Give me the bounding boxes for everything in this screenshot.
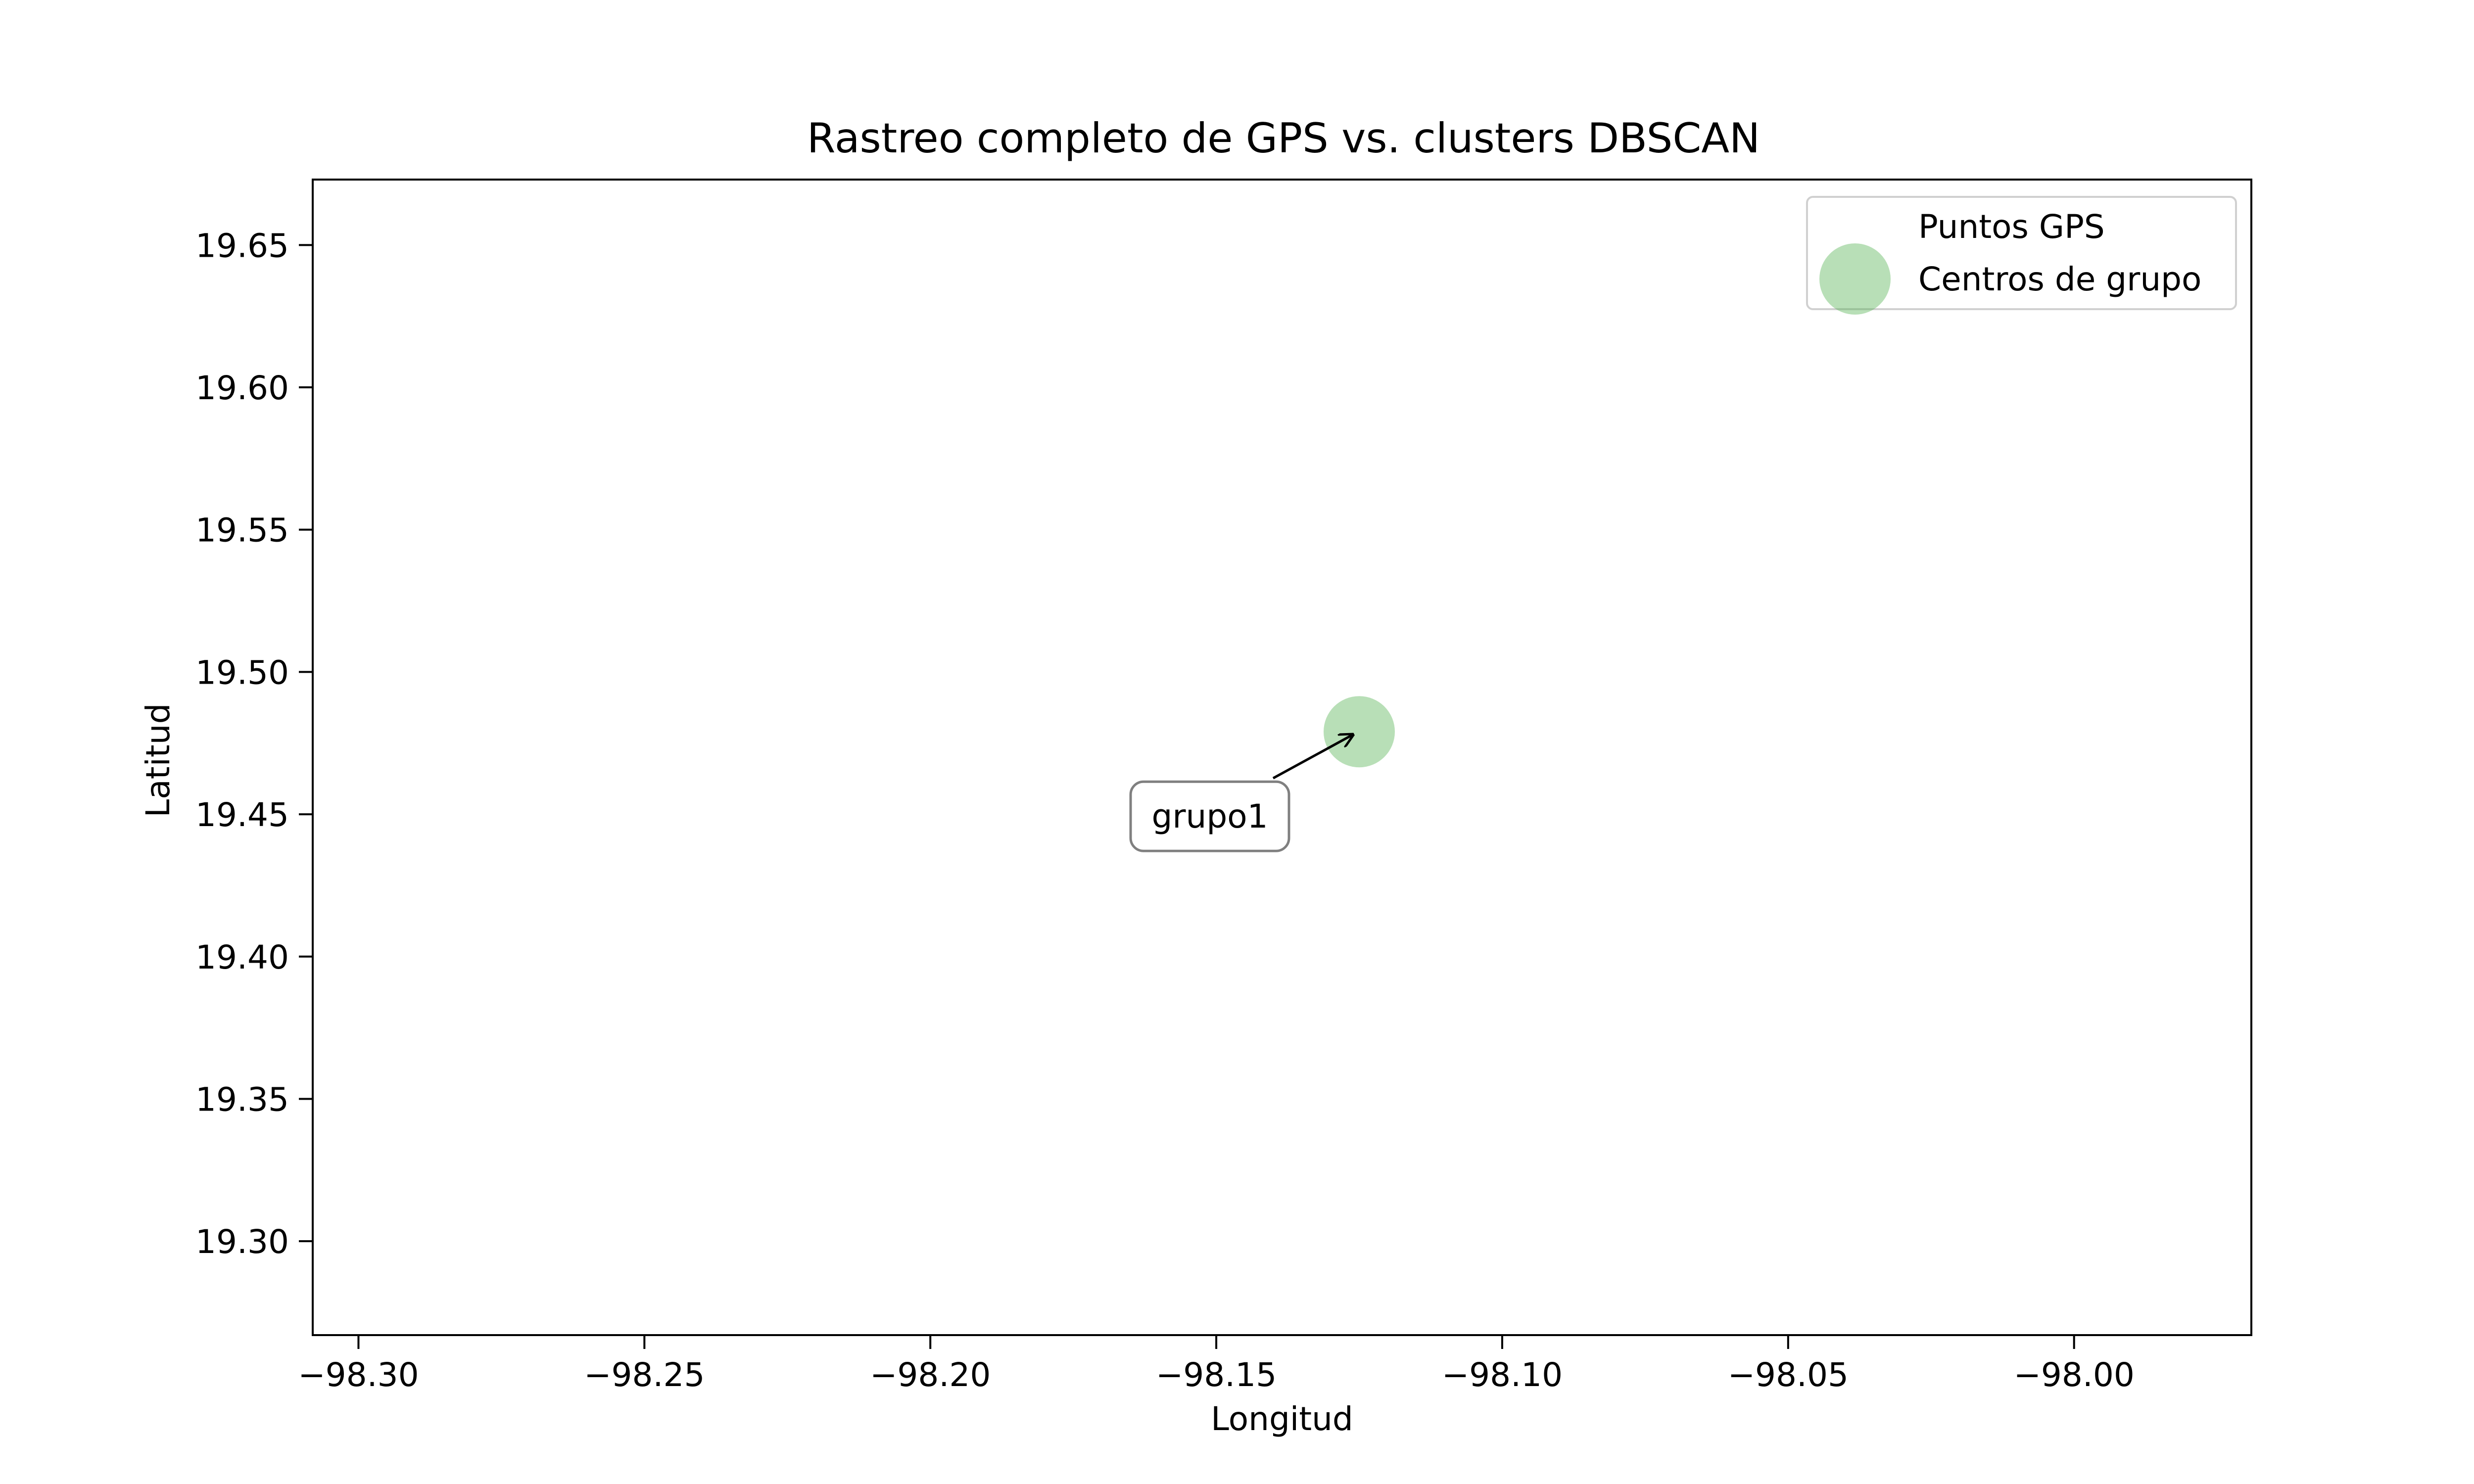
annotation-arrow	[1272, 735, 1353, 780]
y-axis: 19.30 19.35 19.40 19.45 19.50 19.55 19.60 19.65	[195, 227, 313, 1261]
x-tick-label: −98.10	[1442, 1356, 1563, 1394]
x-axis-label: Longitud	[1211, 1400, 1353, 1438]
x-tick-label: −98.00	[2014, 1356, 2135, 1394]
x-tick-label: −98.30	[298, 1356, 419, 1394]
annotation-label: grupo1	[1151, 797, 1268, 835]
cluster-center-point	[1324, 696, 1395, 768]
legend: Puntos GPS Centros de grupo	[1806, 196, 2237, 315]
x-tick-label: −98.05	[1728, 1356, 1849, 1394]
chart-title: Rastreo completo de GPS vs. clusters DBS…	[807, 114, 1760, 162]
y-tick-label: 19.40	[195, 938, 289, 976]
y-tick-label: 19.60	[195, 369, 289, 407]
y-axis-label: Latitud	[139, 703, 177, 817]
legend-frame	[1806, 196, 2237, 310]
legend-marker	[1819, 243, 1891, 315]
y-tick-label: 19.50	[195, 653, 289, 692]
x-tick-label: −98.15	[1156, 1356, 1277, 1394]
legend-entry-label: Centros de grupo	[1918, 260, 2201, 298]
y-tick-label: 19.55	[195, 511, 289, 550]
annotation-box	[1129, 780, 1290, 852]
x-tick-label: −98.20	[870, 1356, 991, 1394]
legend-entry-label: Puntos GPS	[1918, 208, 2105, 246]
y-tick-label: 19.65	[195, 227, 289, 265]
y-tick-label: 19.35	[195, 1080, 289, 1118]
plot-area: grupo1	[1129, 696, 1395, 852]
x-tick-label: −98.25	[584, 1356, 705, 1394]
y-tick-label: 19.30	[195, 1223, 289, 1261]
plot-frame	[312, 179, 2252, 1336]
x-axis: −98.30 −98.25 −98.20 −98.15 −98.10 −98.05 −98.…	[298, 1335, 2135, 1394]
y-tick-label: 19.45	[195, 796, 289, 834]
